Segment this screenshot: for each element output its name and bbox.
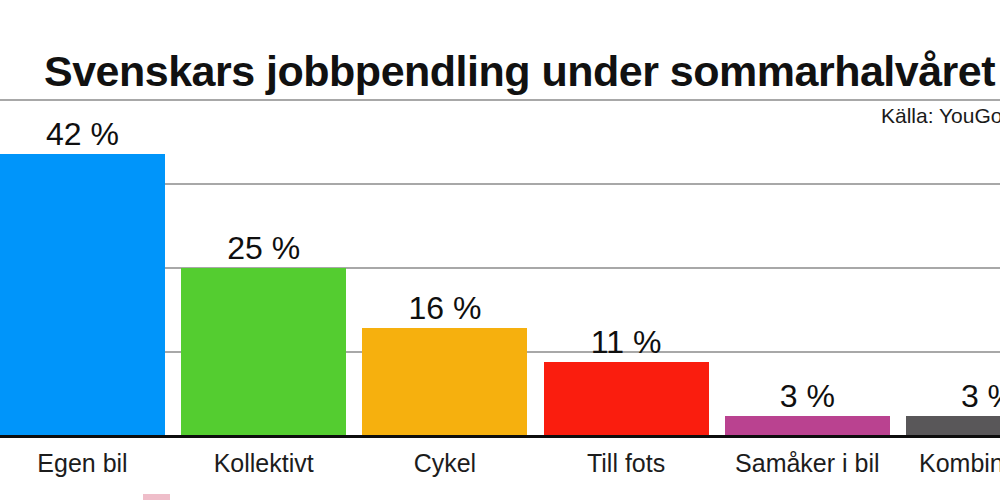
bar-category-label-egen-bil: Egen bil bbox=[37, 448, 127, 478]
bar-value-label-till-fots: 11 % bbox=[591, 322, 662, 362]
gridline-50 bbox=[0, 99, 1000, 101]
bar-value-label-cykel: 16 % bbox=[408, 288, 481, 328]
bar-value-label-kombination: 3 % bbox=[961, 376, 1000, 416]
bar-value-label-sam-ker-i-bil: 3 % bbox=[780, 376, 835, 416]
bar-cykel bbox=[362, 328, 527, 436]
bar-category-label-kollektivt: Kollektivt bbox=[214, 448, 314, 478]
chart-canvas: Svenskars jobbpendling under sommarhalvå… bbox=[0, 0, 1000, 500]
bar-egen-bil bbox=[0, 154, 165, 436]
bar-kombination bbox=[906, 416, 1000, 436]
x-axis-line bbox=[0, 435, 1000, 438]
bar-category-label-kombination: Kombination bbox=[919, 448, 1000, 478]
bar-sam-ker-i-bil bbox=[725, 416, 890, 436]
cropped-logo-fragment bbox=[143, 494, 170, 500]
bar-category-label-cykel: Cykel bbox=[414, 448, 477, 478]
bar-value-label-egen-bil: 42 % bbox=[46, 114, 119, 154]
bar-category-label-till-fots: Till fots bbox=[587, 448, 665, 478]
bar-kollektivt bbox=[181, 268, 346, 436]
bar-value-label-kollektivt: 25 % bbox=[227, 228, 300, 268]
bar-category-label-sam-ker-i-bil: Samåker i bil bbox=[735, 448, 880, 478]
plot-area: 42 % Egen bil 25 % Kollektivt 16 % Cykel 11 % T… bbox=[0, 0, 1000, 500]
bar-till-fots bbox=[544, 362, 709, 436]
